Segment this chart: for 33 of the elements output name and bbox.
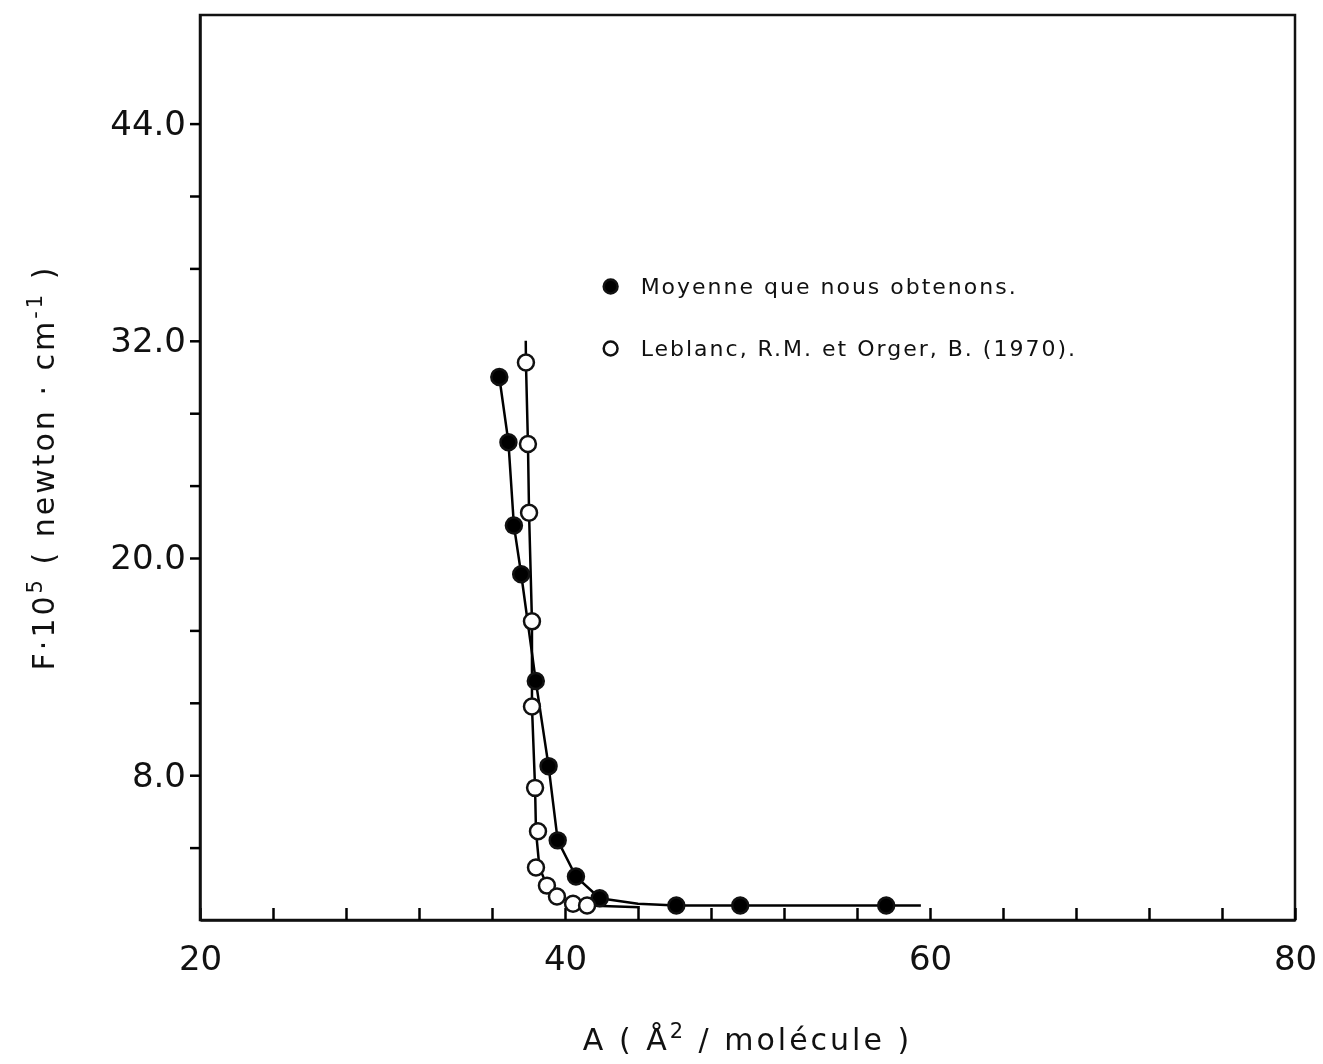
point (526, 858, 546, 877)
point (504, 516, 524, 535)
point (577, 896, 597, 915)
point (548, 831, 567, 850)
point (528, 822, 548, 841)
point (539, 756, 558, 776)
x-axis-title: A ( Å$^{2}$ / molécule ) (582, 1019, 913, 1057)
legend-label: Leblanc, R.M. et Orger, B. (1970). (640, 336, 1077, 362)
point (490, 367, 509, 387)
point (519, 503, 539, 522)
x-tick-label: 40 (543, 938, 588, 979)
x-tick-label: 80 (1273, 938, 1318, 979)
point (511, 565, 531, 584)
x-tick-label: 20 (178, 938, 223, 979)
y-tick-label: 44.0 (110, 102, 186, 143)
point (526, 671, 546, 691)
point (667, 896, 686, 915)
y-tick-label: 8.0 (131, 754, 186, 795)
point (518, 434, 538, 454)
point (525, 778, 545, 798)
legend-label: Moyenne que nous obtenons. (640, 274, 1018, 300)
x-tick-label: 60 (908, 938, 953, 979)
point (547, 887, 567, 906)
point (522, 697, 542, 716)
y-tick-label: 32.0 (110, 320, 186, 361)
point (566, 867, 586, 886)
point (516, 353, 536, 372)
point (499, 432, 518, 452)
point (522, 612, 542, 631)
point (730, 896, 750, 915)
point (876, 896, 896, 915)
y-tick-label: 20.0 (110, 537, 186, 578)
point (537, 876, 557, 895)
